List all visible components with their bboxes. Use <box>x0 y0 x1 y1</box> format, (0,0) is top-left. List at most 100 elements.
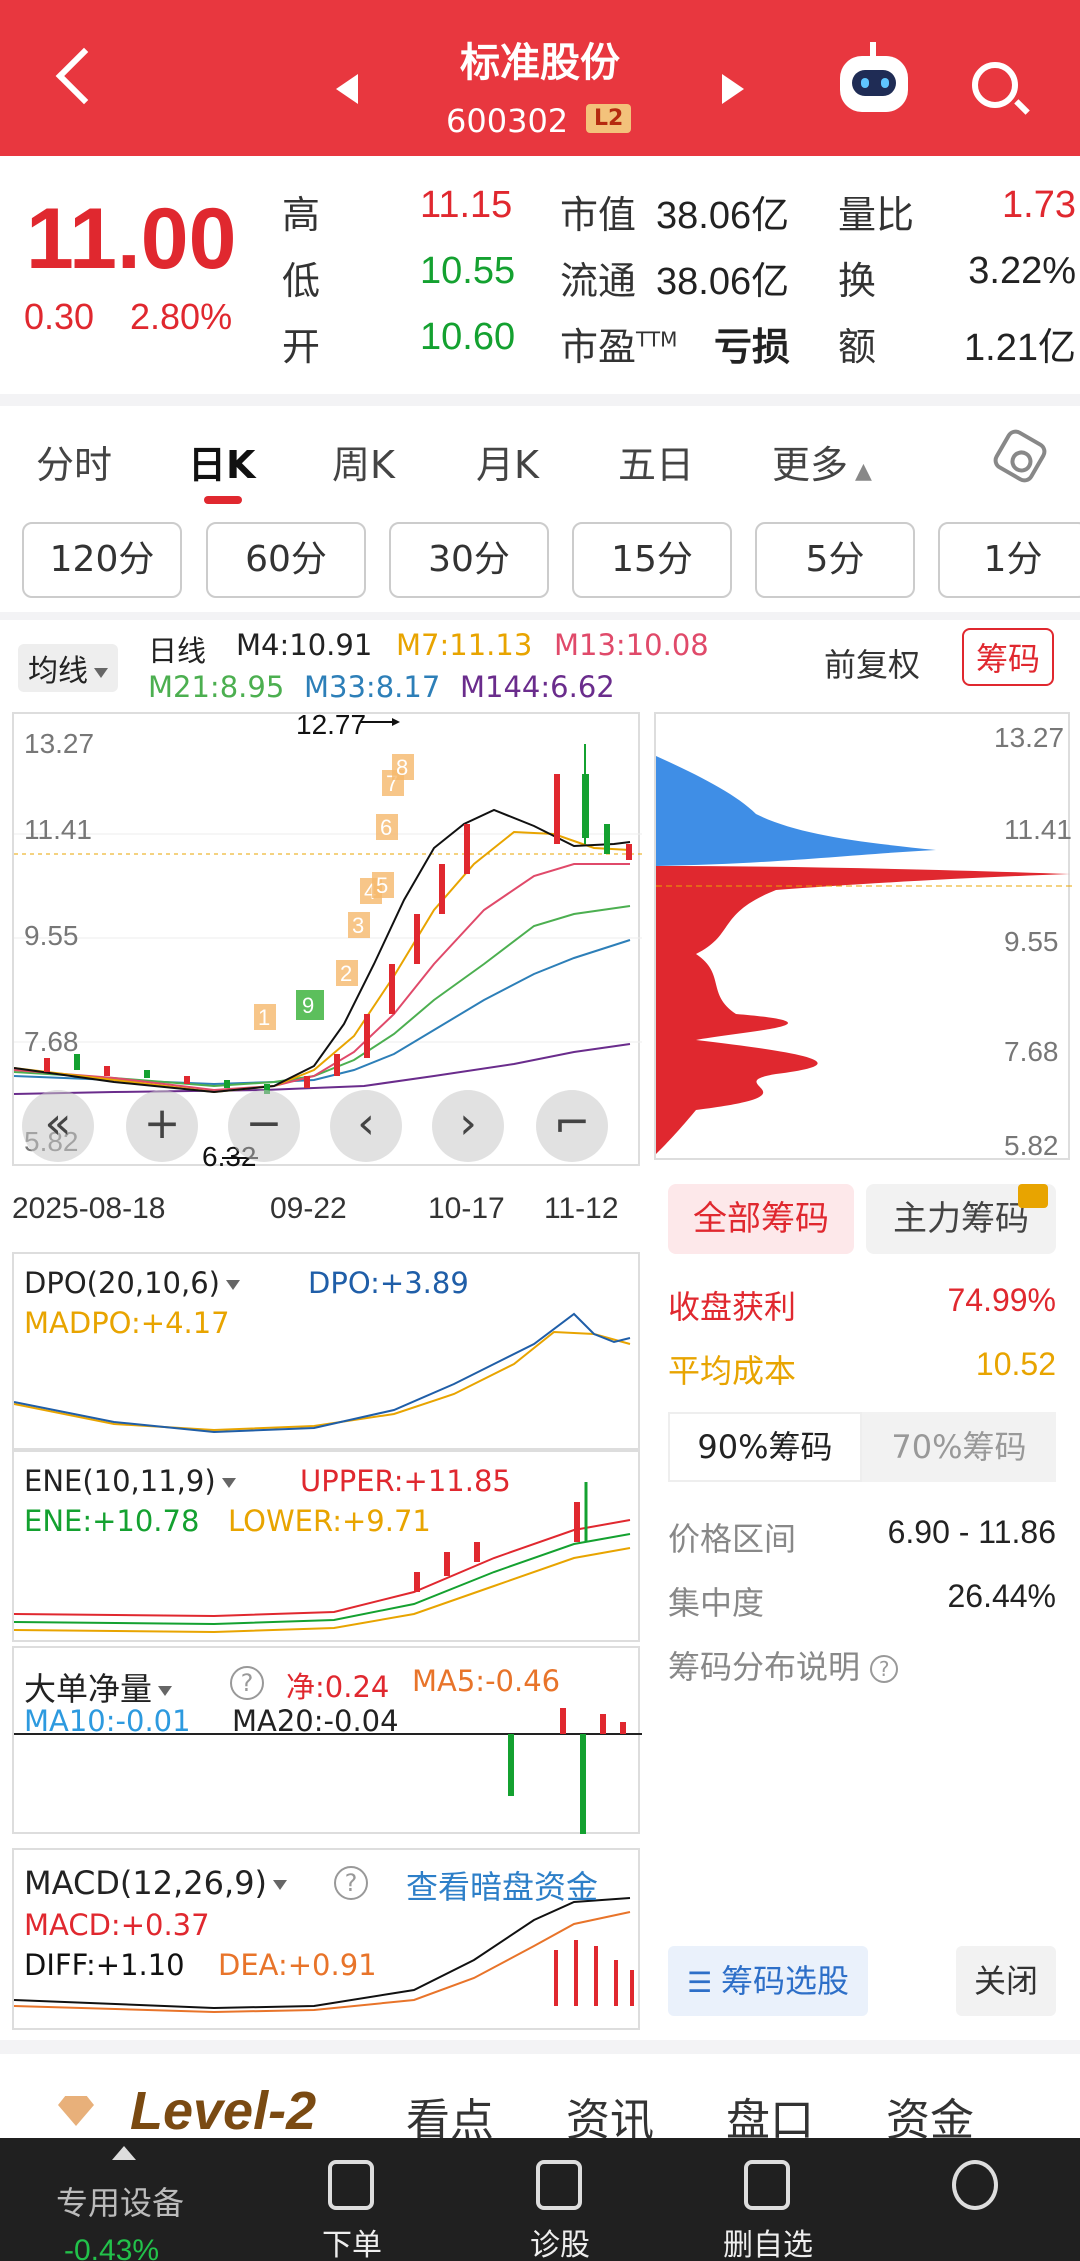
expand-up-icon[interactable] <box>112 2146 136 2160</box>
volume-ratio-value: 1.73 <box>1002 184 1076 226</box>
chips-toggle-button[interactable]: 筹码 <box>962 628 1055 686</box>
dpo-value: DPO:+3.89 <box>308 1266 469 1300</box>
sector-change: -0.43% <box>64 2234 160 2261</box>
td-seq-label: 8 <box>396 755 408 780</box>
order-button[interactable]: 下单 <box>322 2228 382 2261</box>
ene-panel[interactable] <box>12 1450 640 1642</box>
tab-daily-k[interactable]: 日K <box>188 443 256 487</box>
profit-ratio-label: 收盘获利 <box>668 1288 797 1326</box>
big-order-chart <box>14 1708 642 1834</box>
period-60min-button[interactable]: 60分 <box>206 522 366 598</box>
profit-ratio-value: 74.99% <box>947 1282 1056 1318</box>
concentration-value: 26.44% <box>947 1578 1056 1614</box>
dpo-line <box>13 1312 631 1434</box>
move-left-icon[interactable]: ‹ <box>330 1090 402 1162</box>
dpo-panel[interactable] <box>12 1252 640 1450</box>
macd-indicator-select[interactable]: MACD(12,26,9) <box>24 1864 288 1902</box>
tab-level2[interactable]: Level-2 <box>130 2081 317 2141</box>
candle <box>334 1054 340 1076</box>
ma33-value: M33:8.17 <box>304 670 441 704</box>
active-tab-indicator <box>204 496 242 504</box>
order-icon[interactable] <box>328 2160 374 2210</box>
kline-chart-panel[interactable]: 1 2 3 4 5 6 7 8 9 12.77 6.32 <box>12 709 642 1172</box>
td-seq-label: 1 <box>258 1005 270 1030</box>
candle-group <box>44 744 632 1094</box>
next-stock-icon[interactable] <box>722 74 744 104</box>
diagnose-icon[interactable] <box>536 2160 582 2210</box>
settings-icon[interactable] <box>989 425 1051 487</box>
remove-watchlist-button[interactable]: 删自选 <box>723 2228 813 2261</box>
period-30min-button[interactable]: 30分 <box>389 522 549 598</box>
ma21-line <box>13 905 631 1088</box>
chip-profit-area <box>656 756 936 866</box>
tab-70pct-chips[interactable]: 70%筹码 <box>862 1412 1056 1482</box>
candle <box>414 914 420 964</box>
jump-start-icon[interactable]: « <box>22 1090 94 1162</box>
period-120min-button[interactable]: 120分 <box>22 522 182 598</box>
tab-all-chips[interactable]: 全部筹码 <box>668 1184 854 1254</box>
stock-code: 600302 <box>446 102 569 140</box>
ma13-line <box>13 863 630 1092</box>
big-order-panel[interactable] <box>12 1646 642 1834</box>
y-axis-label: 13.27 <box>24 728 95 759</box>
big-order-indicator-select[interactable]: 大单净量 <box>24 1664 173 1710</box>
tab-90pct-chips[interactable]: 90%筹码 <box>668 1412 862 1482</box>
tab-monthly-k[interactable]: 月K <box>476 443 539 487</box>
zoom-in-icon[interactable]: + <box>126 1090 198 1162</box>
amount-label: 额 <box>838 325 877 369</box>
x-axis-label: 10-17 <box>428 1192 505 1225</box>
prev-stock-icon[interactable] <box>336 74 358 104</box>
current-price: 11.00 <box>26 191 237 287</box>
tab-five-day[interactable]: 五日 <box>618 443 695 487</box>
y-axis-label: 9.55 <box>24 920 79 951</box>
fullscreen-icon[interactable]: ⌐ <box>536 1090 608 1162</box>
remove-watchlist-icon[interactable] <box>744 2160 790 2210</box>
diagnose-button[interactable]: 诊股 <box>530 2228 590 2261</box>
chip-stock-picker-button[interactable]: ☰ 筹码选股 <box>668 1946 868 2016</box>
madpo-value: MADPO:+4.17 <box>24 1306 230 1340</box>
tab-orderbook[interactable]: 盘口 <box>726 2095 814 2146</box>
period-1min-button[interactable]: 1分 <box>938 522 1080 598</box>
move-right-icon[interactable]: › <box>432 1090 504 1162</box>
ene-value: ENE:+10.78 <box>24 1504 200 1538</box>
chip-y-label: 5.82 <box>1004 1130 1059 1161</box>
search-icon[interactable] <box>972 62 1018 108</box>
divider <box>0 2040 1080 2054</box>
tab-intraday[interactable]: 分时 <box>36 443 113 487</box>
ene-indicator-select[interactable]: ENE(10,11,9) <box>24 1464 236 1498</box>
open-label: 开 <box>282 325 321 369</box>
tab-news[interactable]: 资讯 <box>566 2095 654 2146</box>
dpo-indicator-select[interactable]: DPO(20,10,6) <box>24 1266 240 1300</box>
ma33-line <box>13 939 631 1086</box>
tab-weekly-k[interactable]: 周K <box>332 443 395 487</box>
candle <box>264 1084 270 1094</box>
menu-icon[interactable] <box>952 2160 998 2210</box>
ma4-value: M4:10.91 <box>236 628 373 662</box>
chip-distribution-panel <box>654 712 1072 1160</box>
ene-lower-line <box>13 1547 631 1634</box>
adjust-mode-button[interactable]: 前复权 <box>824 646 921 684</box>
tab-more[interactable]: 更多 ▲ <box>772 443 872 487</box>
td-seq-label: 9 <box>302 993 314 1018</box>
period-15min-button[interactable]: 15分 <box>572 522 732 598</box>
divider <box>0 612 1080 620</box>
tab-capital[interactable]: 资金 <box>886 2095 974 2146</box>
level2-badge: L2 <box>586 104 632 133</box>
pe-value: 亏损 <box>714 325 791 369</box>
macd-panel[interactable] <box>12 1848 640 2030</box>
ma-indicator-select[interactable]: 均线 <box>18 644 118 692</box>
sector-name[interactable]: 专用设备 <box>56 2184 185 2222</box>
zoom-out-icon[interactable]: − <box>228 1090 300 1162</box>
tab-highlights[interactable]: 看点 <box>406 2095 494 2146</box>
period-5min-button[interactable]: 5分 <box>755 522 915 598</box>
chip-help-link[interactable]: 筹码分布说明 ? <box>668 1642 899 1688</box>
big-order-ma20-value: MA20:-0.04 <box>232 1704 399 1738</box>
big-order-net-value: 净:0.24 <box>286 1670 390 1704</box>
bottom-nav: 专用设备 -0.43% 下单 诊股 删自选 <box>0 2138 1080 2261</box>
dark-pool-link[interactable]: 查看暗盘资金 <box>406 1868 599 1906</box>
robot-assistant-icon[interactable] <box>840 42 908 112</box>
chip-close-button[interactable]: 关闭 <box>956 1946 1056 2016</box>
price-change: 0.30 <box>24 296 95 337</box>
macd-help-icon[interactable]: ? <box>334 1864 368 1900</box>
big-order-help-icon[interactable]: ? <box>230 1664 264 1700</box>
